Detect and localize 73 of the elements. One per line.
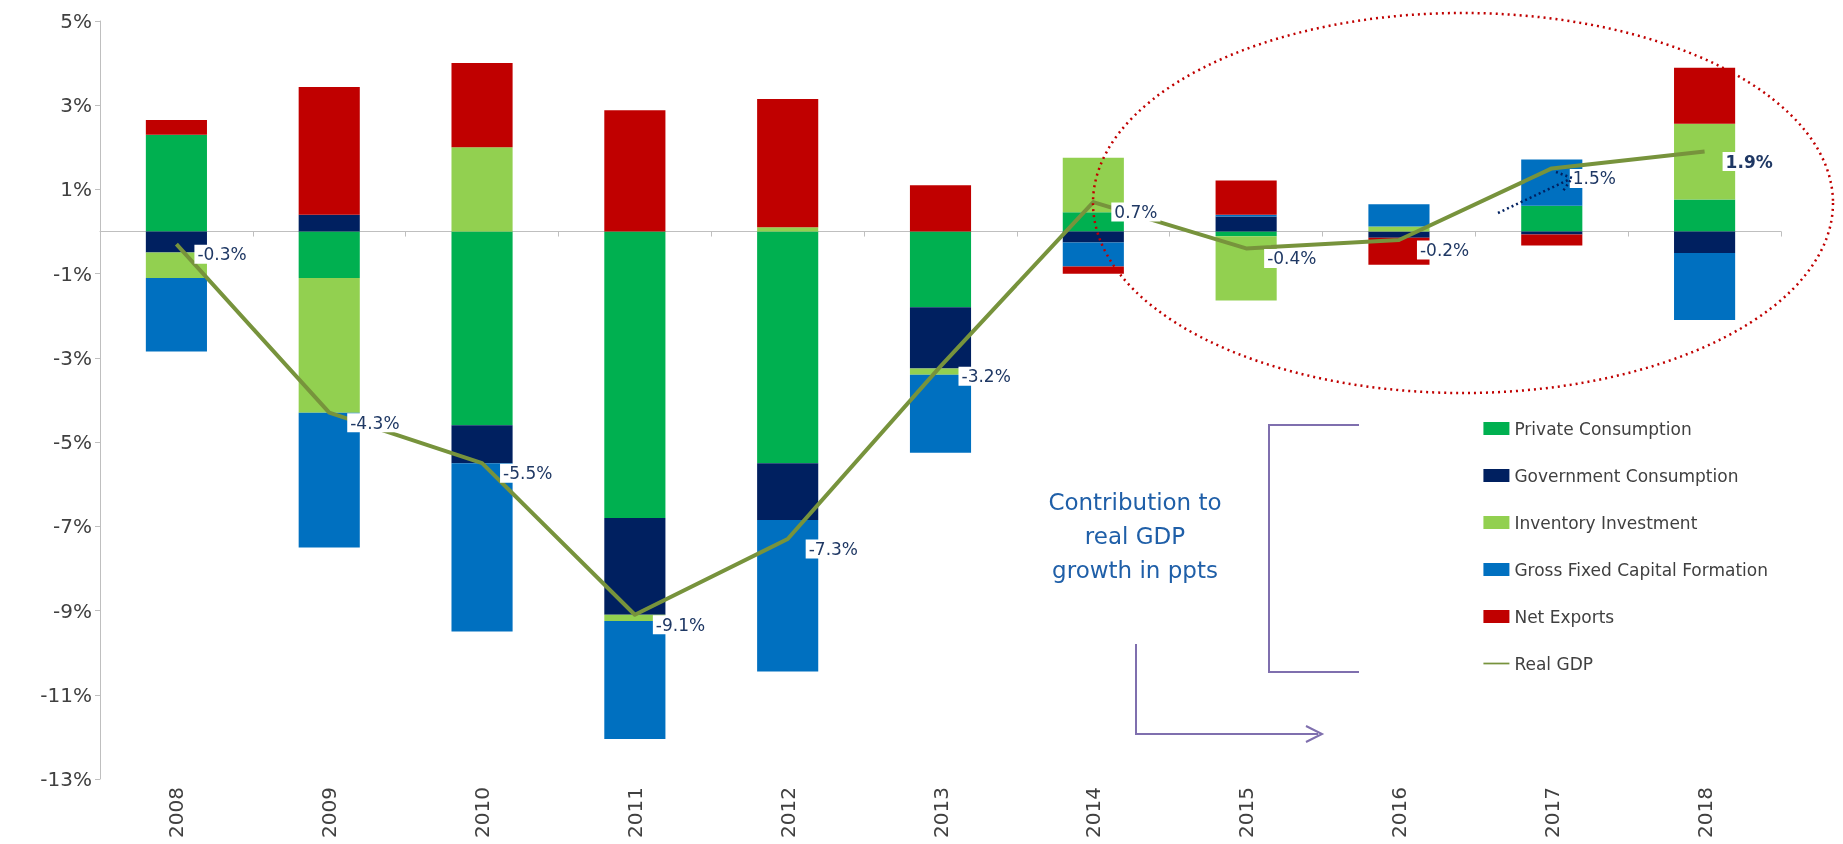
x-tick-label: 2008 <box>164 787 189 838</box>
y-tick-label: -13% <box>40 767 92 791</box>
data-label: -0.4% <box>1267 248 1317 269</box>
y-tick-label: -11% <box>40 682 92 707</box>
legend-label: Private Consumption <box>1514 418 1692 439</box>
legend-label: Real GDP <box>1514 653 1593 674</box>
y-tick-label: -7% <box>53 514 92 539</box>
bar <box>298 214 360 232</box>
data-label: -0.2% <box>1419 239 1470 260</box>
data-label: 0.7% <box>1114 202 1158 223</box>
bar <box>757 227 819 232</box>
bar <box>1674 253 1736 320</box>
data-label: 1.9% <box>1725 151 1773 172</box>
y-tick-label: 5% <box>60 9 92 33</box>
data-label: -5.5% <box>503 463 553 484</box>
bar <box>1368 204 1430 227</box>
data-label: -0.3% <box>197 244 247 265</box>
x-tick-label: 2017 <box>1539 787 1564 838</box>
bar <box>604 517 666 615</box>
x-tick-label: 2013 <box>928 787 953 838</box>
bar <box>451 147 513 232</box>
y-tick-label: -5% <box>53 430 92 455</box>
bar <box>604 110 666 232</box>
x-tick-label: 2010 <box>470 787 495 838</box>
x-tick-label: 2014 <box>1081 787 1106 838</box>
bar <box>298 231 360 278</box>
bar <box>909 307 972 369</box>
bar <box>1215 216 1277 232</box>
bar <box>1062 231 1124 243</box>
bar <box>1521 234 1583 246</box>
data-label: -9.1% <box>655 614 706 635</box>
data-label: -7.3% <box>808 538 859 559</box>
legend-label: Net Exports <box>1514 606 1615 627</box>
legend-label: Gross Fixed Capital Formation <box>1514 559 1769 580</box>
bar <box>1674 199 1736 232</box>
x-tick-label: 2009 <box>317 787 342 838</box>
bar <box>757 463 819 521</box>
bar <box>451 63 513 148</box>
annotation: Contribution to real GDP growth in ppts <box>1048 489 1222 583</box>
bar <box>1062 242 1124 267</box>
bar <box>298 277 360 413</box>
bar <box>1674 67 1736 124</box>
bar <box>298 87 360 215</box>
bar <box>1521 205 1583 232</box>
bar <box>604 231 666 518</box>
bar <box>145 134 207 232</box>
bar <box>757 231 819 464</box>
x-tick-label: 2018 <box>1692 787 1717 838</box>
data-label: 1.5% <box>1572 168 1616 189</box>
bar <box>757 98 819 228</box>
bar <box>451 231 513 426</box>
x-tick-label: 2011 <box>622 787 647 838</box>
x-tick-label: 2012 <box>775 787 800 838</box>
legend-label: Inventory Investment <box>1514 512 1698 533</box>
x-tick-label: 2016 <box>1386 787 1411 838</box>
bar <box>145 277 207 352</box>
bar <box>1674 231 1736 254</box>
bar <box>451 425 513 464</box>
bar <box>909 231 972 308</box>
y-tick-label: -3% <box>53 345 92 370</box>
y-tick-label: 3% <box>60 93 92 118</box>
x-tick-label: 2015 <box>1234 787 1259 838</box>
y-tick-label: -1% <box>53 261 92 286</box>
y-tick-label: -9% <box>53 598 92 623</box>
data-label: -4.3% <box>350 412 400 433</box>
bar <box>1062 266 1124 274</box>
data-label: -3.2% <box>961 366 1011 387</box>
bar <box>909 185 972 232</box>
legend-label: Government Consumption <box>1514 465 1739 486</box>
bar <box>145 119 207 135</box>
bar <box>1521 231 1583 235</box>
y-tick-label: 1% <box>60 177 92 202</box>
bar <box>1215 180 1277 215</box>
